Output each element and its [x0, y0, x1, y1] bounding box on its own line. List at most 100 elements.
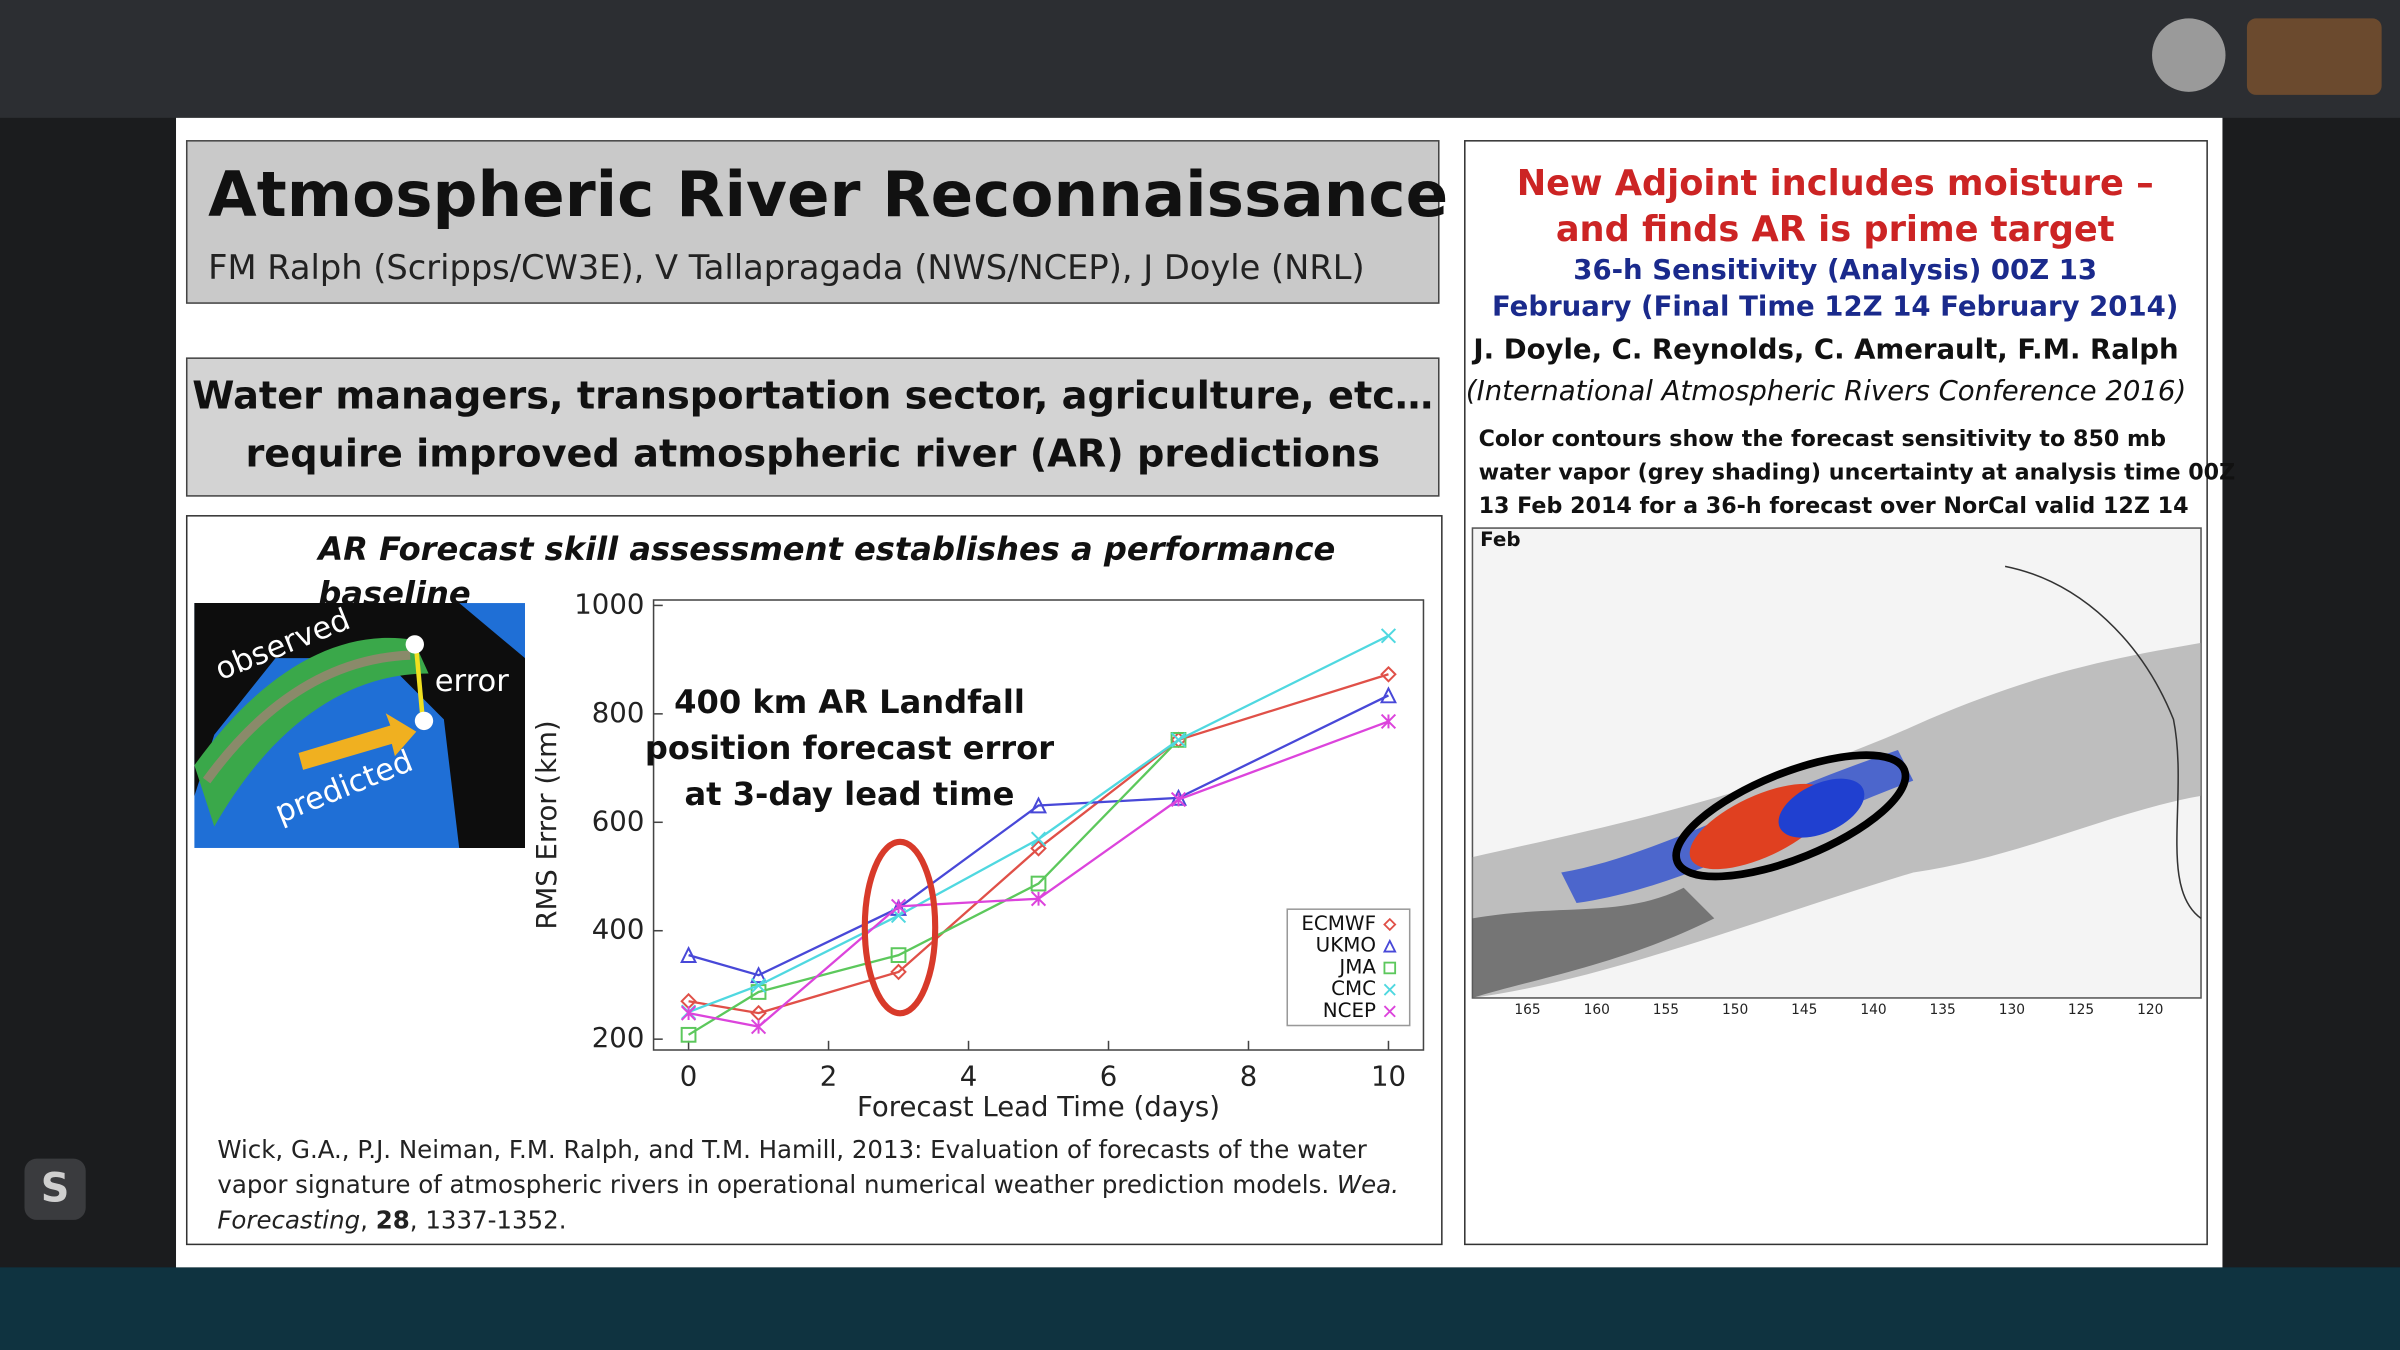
marker: [1379, 686, 1397, 704]
y-tick-label: 400: [592, 914, 645, 946]
inset-point: [405, 635, 424, 654]
citation-journal: Forecasting: [217, 1205, 360, 1234]
right-subtitle: February (Final Time 12Z 14 February 201…: [1492, 291, 2178, 323]
annotation: position forecast error: [645, 729, 1054, 767]
citation-journal: Wea.: [1337, 1170, 1399, 1199]
map-label: Feb: [1480, 528, 1520, 551]
longitude-label: 130: [1999, 1002, 2025, 1018]
inset-label: error: [435, 664, 510, 699]
legend-marker: [1383, 917, 1397, 932]
x-tick-label: 2: [820, 1061, 838, 1093]
right-subtitle: 36-h Sensitivity (Analysis) 00Z 13: [1573, 254, 2097, 286]
marker: [1030, 840, 1047, 857]
chart: 200 400 600 800 1000 0 2 4 6 8 10 Forecast Lead Tim…: [531, 588, 1425, 1123]
marker: [680, 1026, 697, 1043]
longitude-label: 150: [1722, 1002, 1748, 1018]
citation-line: Wick, G.A., P.J. Neiman, F.M. Ralph, and…: [217, 1135, 1367, 1164]
banner-line: Water managers, transportation sector, a…: [192, 373, 1433, 418]
citation-volume: 28: [376, 1205, 410, 1234]
x-tick-label: 6: [1100, 1061, 1118, 1093]
citation-text: vapor signature of atmospheric rivers in…: [217, 1170, 1329, 1199]
marker: [1030, 796, 1048, 814]
y-tick-label: 1000: [574, 588, 644, 620]
participant-video[interactable]: [2246, 18, 2382, 95]
slide-authors: FM Ralph (Scripps/CW3E), V Tallapragada …: [208, 248, 1364, 287]
map-highlight: [1672, 751, 1910, 881]
right-description: Color contours show the forecast sensiti…: [1479, 426, 2166, 452]
app-icon[interactable]: [24, 1158, 86, 1220]
inset-map: observed error predicted: [194, 602, 525, 848]
inset-error-line: [414, 648, 425, 717]
annotation: 400 km AR Landfall: [674, 683, 1025, 721]
map-coast: [2004, 565, 2202, 919]
legend-label: UKMO: [1316, 934, 1376, 957]
marker: [1380, 713, 1397, 730]
marker: [1170, 731, 1187, 748]
highlight-ellipse: [861, 838, 939, 1017]
series-line: [688, 634, 1389, 1014]
app-icon-label: S: [41, 1165, 70, 1211]
series-line: [687, 739, 1180, 1036]
citation-pages: , 1337-1352.: [410, 1205, 567, 1234]
panel-heading: AR Forecast skill assessment establishes…: [315, 530, 1335, 568]
marker: [680, 1005, 697, 1021]
longitude-label: 165: [1514, 1002, 1540, 1018]
legend-label: JMA: [1337, 955, 1376, 978]
x-tick-label: 0: [680, 1061, 698, 1093]
banner-line: require improved atmospheric river (AR) …: [245, 432, 1380, 477]
annotation: at 3-day lead time: [684, 775, 1014, 813]
marker: [890, 963, 907, 981]
citation-line: vapor signature of atmospheric rivers in…: [217, 1170, 1399, 1199]
marker: [1030, 875, 1047, 892]
citation-separator: ,: [360, 1205, 368, 1234]
map-contour-blue: [1778, 778, 1865, 838]
right-title: New Adjoint includes moisture –: [1517, 163, 2154, 204]
citation-line: Forecasting, 28, 1337-1352.: [217, 1205, 566, 1234]
longitude-label: 160: [1584, 1002, 1610, 1018]
longitude-label: 140: [1860, 1002, 1886, 1018]
bottom-strip: [0, 1267, 2400, 1350]
legend-label: ECMWF: [1301, 912, 1376, 935]
longitude-label: 155: [1653, 1002, 1679, 1018]
inset-land: [194, 603, 525, 848]
marker: [1030, 891, 1047, 907]
right-description: 13 Feb 2014 for a 36-h forecast over Nor…: [1479, 493, 2189, 519]
right-description: water vapor (grey shading) uncertainty a…: [1479, 459, 2236, 485]
inset-point: [414, 711, 434, 731]
marker: [1170, 732, 1187, 748]
banner-box: [185, 357, 1440, 497]
sensitivity-map: Feb: [1471, 527, 2202, 999]
x-tick-label: 4: [960, 1061, 978, 1093]
map-longitudes: 165 160 155 150 145 140 135 130 125 120: [1514, 1002, 2163, 1018]
series-line: [688, 673, 1389, 1015]
legend-marker: [1382, 938, 1397, 953]
marker: [1380, 628, 1397, 644]
legend-label: NCEP: [1323, 999, 1376, 1022]
marker: [1030, 831, 1047, 847]
right-title: and finds AR is prime target: [1556, 209, 2115, 250]
legend-marker: [1383, 1005, 1396, 1018]
inset-arrow: [298, 713, 417, 770]
marker: [1380, 665, 1397, 683]
series-line: [688, 720, 1389, 1028]
marker: [680, 946, 698, 964]
legend-marker: [1383, 961, 1397, 975]
y-tick-label: 200: [592, 1022, 645, 1054]
y-tick-label: 800: [592, 697, 645, 729]
right-conference: (International Atmospheric Rivers Confer…: [1466, 375, 2186, 407]
header-box: [185, 140, 1440, 304]
slide-title: Atmospheric River Reconnaissance: [208, 158, 1448, 231]
top-bar: [0, 0, 2400, 118]
map-shading: [1472, 887, 1715, 998]
marker: [750, 966, 768, 984]
participant-avatar[interactable]: [2152, 18, 2226, 92]
inset-core: [202, 650, 411, 784]
y-tick-label: 600: [592, 805, 645, 837]
right-authors: J. Doyle, C. Reynolds, C. Amerault, F.M.…: [1471, 334, 2178, 366]
legend-label: CMC: [1331, 977, 1376, 1000]
marker: [890, 947, 907, 964]
longitude-label: 145: [1791, 1002, 1817, 1018]
longitude-label: 125: [2068, 1002, 2094, 1018]
